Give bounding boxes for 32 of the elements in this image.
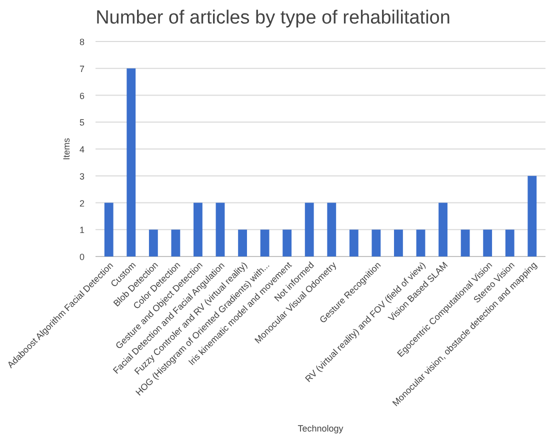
y-tick-label: 0 (79, 252, 85, 262)
bar (327, 202, 336, 256)
chart-title: Number of articles by type of rehabilitation (96, 8, 450, 28)
bar (194, 202, 202, 256)
bar (216, 202, 225, 256)
bar (304, 202, 314, 256)
bar (260, 230, 270, 256)
x-axis-title: Technology (298, 424, 344, 434)
y-tick-label: 4 (79, 144, 85, 154)
bar (460, 230, 470, 256)
y-tick-label: 2 (79, 198, 85, 208)
bar (104, 202, 114, 256)
bar (126, 68, 136, 256)
bar (528, 176, 537, 256)
bar (438, 202, 448, 256)
y-tick-label: 7 (79, 64, 85, 74)
y-tick-label: 8 (79, 37, 85, 47)
bar (238, 230, 247, 256)
bar (148, 230, 158, 256)
y-tick-label: 3 (79, 171, 85, 182)
bar (349, 230, 358, 256)
bar (394, 230, 403, 256)
bar (171, 230, 180, 256)
y-tick-label: 1 (79, 225, 85, 236)
bar (416, 230, 426, 256)
y-tick-label: 6 (79, 90, 85, 101)
y-tick-label: 5 (79, 118, 85, 128)
y-axis-title: Items (61, 138, 72, 160)
bar (483, 230, 492, 256)
bar (505, 230, 514, 256)
bar (372, 230, 381, 256)
bar (282, 230, 292, 256)
